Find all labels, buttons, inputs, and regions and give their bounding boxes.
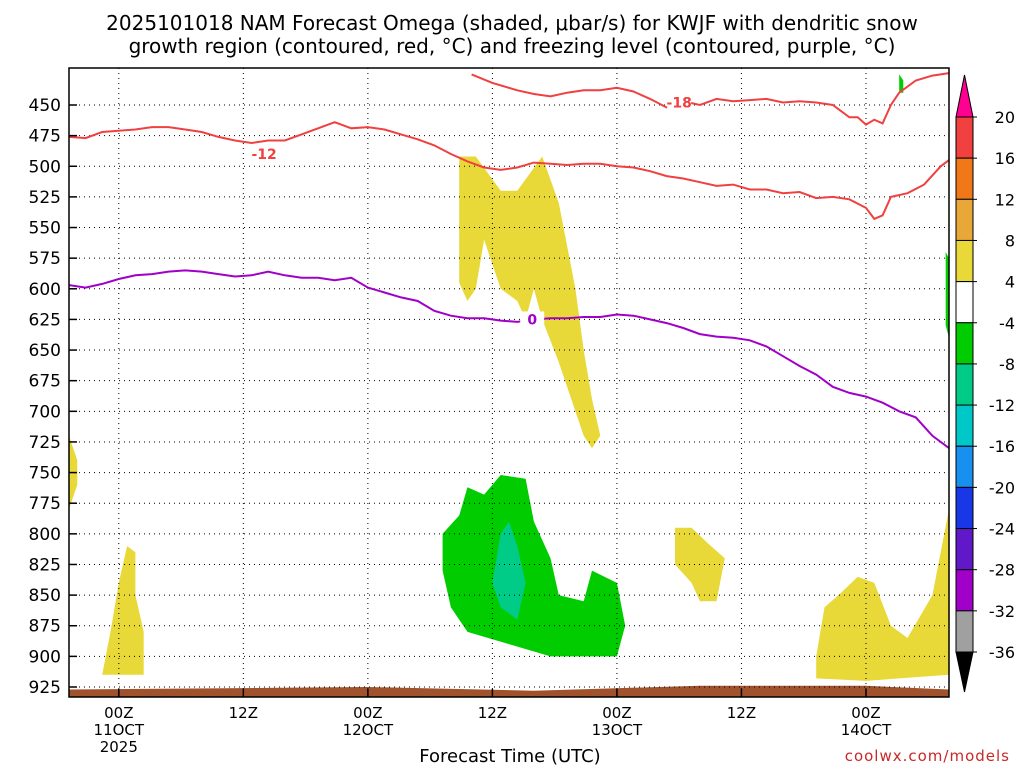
colorbar-segment-8 — [955, 445, 974, 488]
colorbar-label-13: -36 — [989, 643, 1015, 662]
x-tick-year-0: 2025 — [100, 738, 138, 756]
x-tick-date-90: 14OCT — [841, 721, 892, 739]
colorbar-label-5: -4 — [999, 314, 1015, 333]
y-tick-label-750: 750 — [29, 464, 61, 484]
y-tick-label-650: 650 — [29, 341, 61, 361]
colorbar-segment-7 — [955, 404, 974, 447]
colorbar-segment-4 — [955, 281, 974, 324]
colorbar-label-12: -32 — [989, 602, 1015, 621]
colorbar-label-1: 16 — [995, 149, 1015, 168]
colorbar-label-11: -28 — [989, 561, 1015, 580]
x-tick-label-90: 00Z — [851, 704, 880, 722]
y-tick-label-675: 675 — [29, 372, 61, 392]
y-tick-label-775: 775 — [29, 494, 61, 514]
plot-frame — [68, 67, 950, 698]
colorbar-segment-3 — [955, 239, 974, 283]
colorbar-label-3: 8 — [1005, 231, 1015, 250]
terrain-fill — [69, 685, 949, 697]
chart-title-line-2: growth region (contoured, red, °C) and f… — [128, 34, 896, 58]
y-tick-label-450: 450 — [29, 96, 61, 116]
omega-region-upper-right-small — [899, 74, 904, 93]
colorbar-label-6: -8 — [999, 355, 1015, 374]
colorbar-bottom-arrow — [955, 651, 974, 693]
contour-label-bg-1 — [252, 146, 277, 162]
omega-region-right-patch — [816, 509, 949, 681]
colorbar-segment-12 — [955, 610, 974, 653]
plot-area: -18 -12 0 — [69, 68, 949, 697]
colorbar-segment-0 — [955, 116, 974, 159]
omega-region-low-left-2 — [102, 546, 144, 675]
x-tick-label-45: 12Z — [478, 704, 507, 722]
y-tick-label-700: 700 — [29, 402, 61, 422]
x-tick-label-30: 00Z — [353, 704, 382, 722]
contour-label-bg-0 — [667, 94, 692, 110]
chart-title-line-1: 2025101018 NAM Forecast Omega (shaded, μ… — [106, 11, 918, 35]
y-tick-label-600: 600 — [29, 280, 61, 300]
colorbar-label-10: -24 — [989, 520, 1015, 539]
contour-label-bg-2 — [520, 311, 545, 327]
y-tick-label-525: 525 — [29, 188, 61, 208]
colorbar-segment-2 — [955, 198, 974, 241]
y-tick-label-850: 850 — [29, 586, 61, 606]
x-tick-date-60: 13OCT — [592, 721, 643, 739]
colorbar-segment-6 — [955, 363, 974, 406]
x-tick-label-15: 12Z — [229, 704, 258, 722]
y-tick-label-875: 875 — [29, 617, 61, 637]
x-tick-label-60: 00Z — [602, 704, 631, 722]
contour-line-0 — [471, 72, 949, 126]
colorbar-label-0: 20 — [995, 108, 1015, 127]
x-axis-label: Forecast Time (UTC) — [419, 746, 601, 767]
colorbar-label-9: -20 — [989, 478, 1015, 497]
y-tick-label-500: 500 — [29, 157, 61, 177]
colorbar-segment-11 — [955, 569, 974, 612]
omega-region-descent-area — [442, 475, 626, 657]
colorbar-label-4: 4 — [1005, 273, 1015, 292]
x-tick-label-75: 12Z — [727, 704, 756, 722]
y-tick-label-475: 475 — [29, 127, 61, 147]
omega-region-right-edge — [945, 252, 949, 338]
colorbar-label-2: 12 — [995, 190, 1015, 209]
y-tick-label-575: 575 — [29, 249, 61, 269]
x-tick-date-0: 11OCT — [94, 721, 145, 739]
contour-line-2 — [69, 269, 949, 449]
y-tick-label-725: 725 — [29, 433, 61, 453]
omega-region-ascent-column — [459, 156, 601, 449]
contour-label-1: -12 — [251, 147, 276, 163]
y-tick-label-800: 800 — [29, 525, 61, 545]
y-tick-label-625: 625 — [29, 310, 61, 330]
y-tick-label-900: 900 — [29, 647, 61, 667]
colorbar-segment-9 — [955, 486, 974, 530]
omega-region-descent-core — [492, 521, 526, 620]
colorbar-top-arrow — [955, 74, 974, 118]
contour-line-1 — [69, 121, 949, 221]
credit-text: coolwx.com/models — [844, 747, 1010, 765]
contour-label-2: 0 — [527, 312, 537, 328]
contour-label-0: -18 — [667, 96, 692, 112]
y-tick-label-825: 825 — [29, 555, 61, 575]
y-tick-label-925: 925 — [29, 678, 61, 698]
colorbar-label-8: -16 — [989, 437, 1015, 456]
colorbar-segment-10 — [955, 528, 974, 571]
x-tick-label-0: 00Z — [104, 704, 133, 722]
x-tick-date-30: 12OCT — [343, 721, 394, 739]
colorbar-segment-1 — [955, 157, 974, 200]
y-tick-label-550: 550 — [29, 219, 61, 239]
colorbar-segment-5 — [955, 322, 974, 365]
colorbar-label-7: -12 — [989, 396, 1015, 415]
